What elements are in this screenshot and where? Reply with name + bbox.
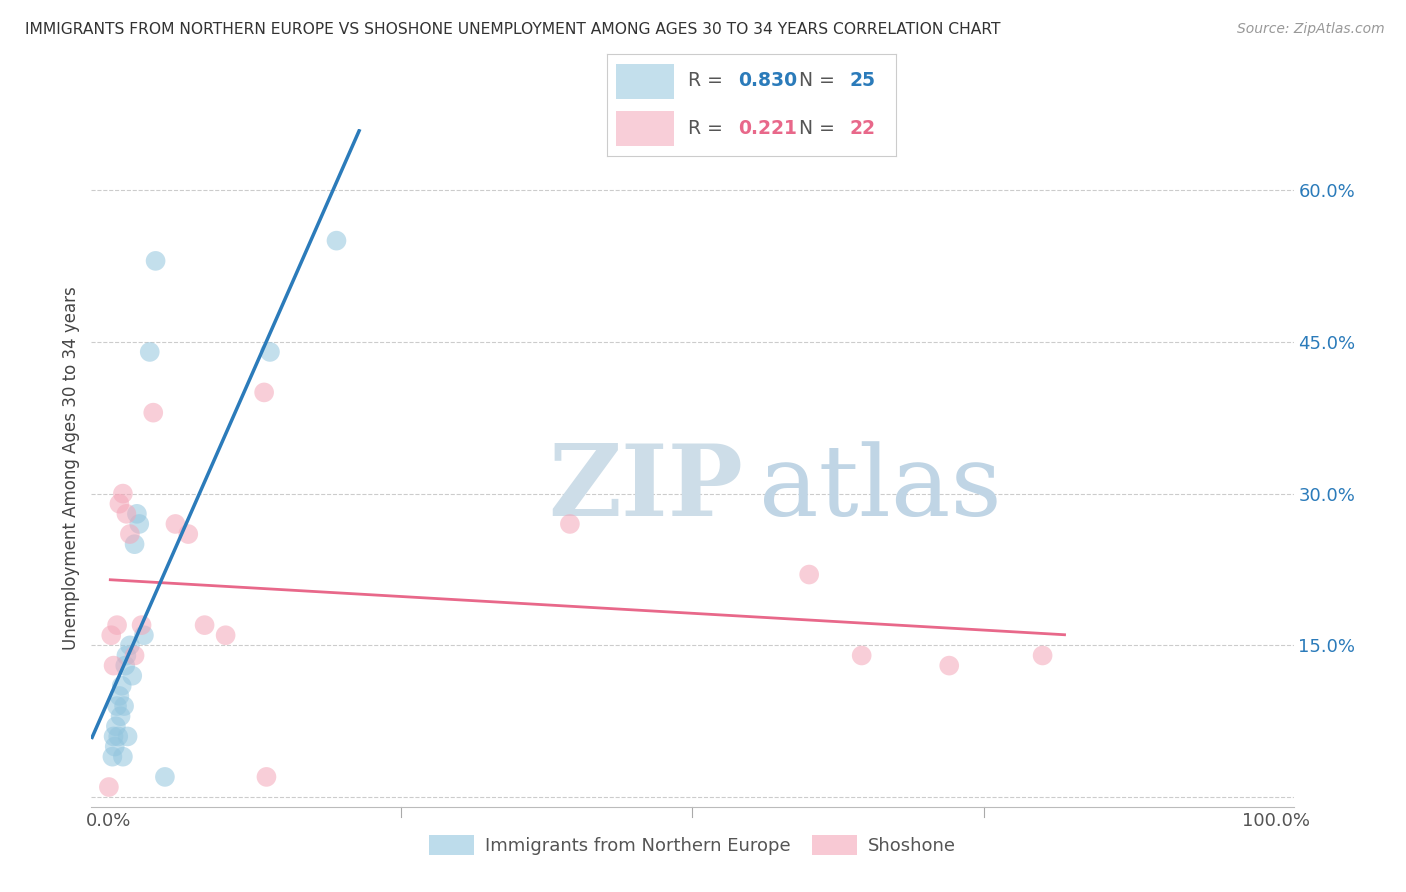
Point — [111, 749, 134, 764]
Point — [105, 618, 128, 632]
Point — [104, 739, 127, 754]
Point — [325, 234, 347, 248]
Point — [256, 770, 278, 784]
Point — [153, 770, 176, 784]
Bar — [616, 111, 673, 145]
Point — [105, 699, 128, 714]
Point — [103, 730, 125, 744]
Point — [253, 385, 276, 400]
Point — [131, 618, 153, 632]
Point — [938, 658, 960, 673]
Text: IMMIGRANTS FROM NORTHERN EUROPE VS SHOSHONE UNEMPLOYMENT AMONG AGES 30 TO 34 YEA: IMMIGRANTS FROM NORTHERN EUROPE VS SHOSH… — [25, 22, 1001, 37]
Point — [100, 628, 122, 642]
Text: 22: 22 — [849, 120, 876, 138]
Point — [128, 516, 150, 531]
Y-axis label: Unemployment Among Ages 30 to 34 years: Unemployment Among Ages 30 to 34 years — [62, 286, 80, 650]
Point — [121, 669, 143, 683]
Point — [165, 516, 187, 531]
Legend: Immigrants from Northern Europe, Shoshone: Immigrants from Northern Europe, Shoshon… — [422, 828, 963, 863]
Point — [118, 639, 141, 653]
Point — [101, 749, 124, 764]
Point — [194, 618, 217, 632]
Point — [117, 730, 139, 744]
Point — [103, 658, 125, 673]
Text: atlas: atlas — [759, 441, 1001, 536]
Text: 0.221: 0.221 — [738, 120, 797, 138]
Text: R =: R = — [688, 71, 728, 90]
Point — [110, 709, 132, 723]
Point — [111, 486, 134, 500]
Point — [145, 253, 167, 268]
Point — [1032, 648, 1054, 663]
Point — [104, 719, 127, 733]
Point — [108, 689, 131, 703]
Point — [124, 648, 146, 663]
Point — [139, 345, 162, 359]
Point — [112, 699, 135, 714]
Text: N =: N = — [799, 71, 841, 90]
Point — [108, 497, 131, 511]
Text: R =: R = — [688, 120, 735, 138]
Point — [107, 730, 129, 744]
Text: Source: ZipAtlas.com: Source: ZipAtlas.com — [1237, 22, 1385, 37]
Point — [851, 648, 873, 663]
Point — [125, 507, 148, 521]
Point — [259, 345, 281, 359]
Point — [111, 679, 134, 693]
Point — [97, 780, 120, 794]
Text: N =: N = — [799, 120, 841, 138]
Text: 25: 25 — [849, 71, 876, 90]
Text: 0.830: 0.830 — [738, 71, 797, 90]
Text: ZIP: ZIP — [548, 440, 744, 537]
Bar — [616, 64, 673, 99]
Point — [115, 507, 138, 521]
Point — [115, 648, 138, 663]
Point — [124, 537, 146, 551]
Point — [558, 516, 581, 531]
Point — [177, 527, 200, 541]
Point — [118, 527, 141, 541]
Point — [799, 567, 821, 582]
Point — [214, 628, 236, 642]
Point — [132, 628, 155, 642]
Point — [114, 658, 136, 673]
Point — [142, 406, 165, 420]
